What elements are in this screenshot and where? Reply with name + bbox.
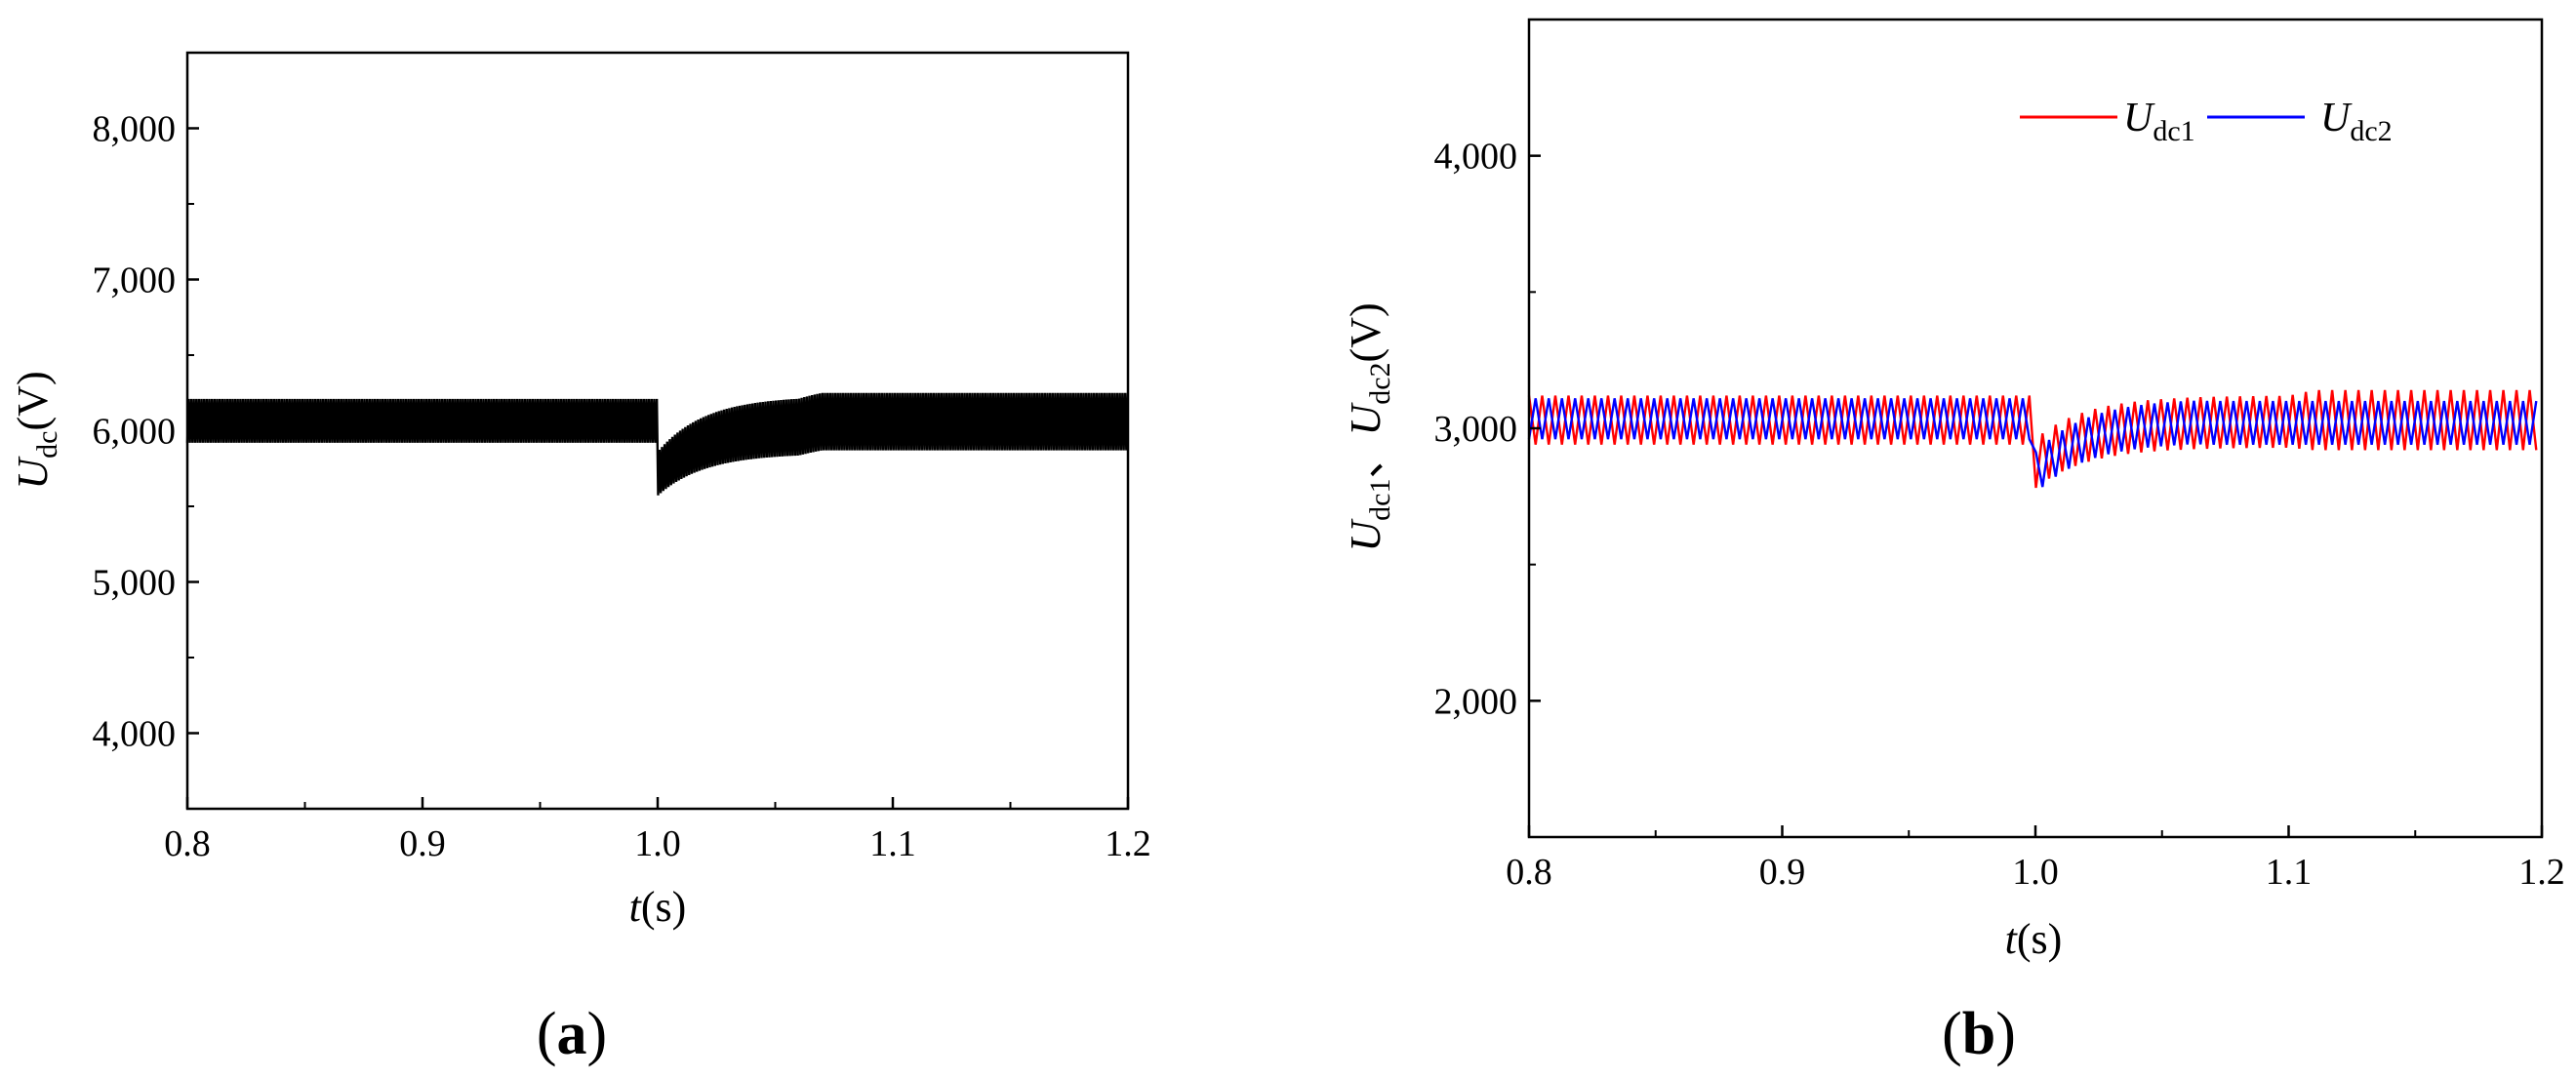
y-axis-title-a: Udc(V) (9, 371, 63, 489)
x-tick-label: 1.2 (1105, 823, 1151, 864)
y-tick-label: 4,000 (1434, 137, 1518, 178)
y-tick-label: 2,000 (1434, 681, 1518, 722)
y-tick-label: 7,000 (93, 260, 177, 301)
series-line-1 (1527, 398, 2538, 488)
chart-b-marks (1527, 389, 2538, 489)
chart-b-ticks: 0.8 0.9 1.0 1.1 1.2 2,000 3,000 4,000 (1434, 137, 2565, 893)
panel-label-b: (b) (1942, 1001, 2016, 1067)
y-tick-label: 6,000 (93, 412, 177, 453)
x-tick-label: 1.0 (2012, 852, 2059, 893)
chart-panel-b: 0.8 0.9 1.0 1.1 1.2 2,000 3,000 4,000 Udc1、Udc2… (1342, 18, 2565, 1067)
x-tick-label: 1.2 (2518, 852, 2565, 893)
x-tick-label: 0.8 (164, 823, 211, 864)
legend-label-udc2: Udc2 (2320, 96, 2393, 147)
series-line-0 (185, 392, 1129, 496)
x-tick-label: 0.9 (399, 823, 446, 864)
y-tick-label: 3,000 (1434, 409, 1518, 450)
x-tick-label: 1.0 (634, 823, 681, 864)
y-tick-label: 5,000 (93, 563, 177, 604)
x-tick-label: 1.1 (869, 823, 916, 864)
x-tick-label: 0.9 (1759, 852, 1806, 893)
y-tick-label: 8,000 (93, 109, 177, 150)
x-tick-label: 1.1 (2266, 852, 2313, 893)
x-axis-title-a: t(s) (629, 883, 687, 931)
chart-a-marks (185, 392, 1129, 496)
chart-a-ticks: 0.8 0.9 1.0 1.1 1.2 4,000 5,000 6,000 7,000 8,000 (93, 109, 1151, 865)
y-tick-label: 4,000 (93, 714, 177, 755)
x-tick-label: 0.8 (1506, 852, 1552, 893)
legend-label-udc1: Udc1 (2123, 96, 2195, 147)
x-axis-title-b: t(s) (2005, 915, 2063, 963)
y-axis-title-b: Udc1、Udc2(V) (1342, 302, 1396, 551)
chart-panel-a: 0.8 0.9 1.0 1.1 1.2 4,000 5,000 6,000 7,000 8,000… (9, 51, 1151, 1067)
panel-label-a: (a) (537, 1001, 607, 1067)
legend-b: Udc1 Udc2 (2020, 96, 2393, 147)
